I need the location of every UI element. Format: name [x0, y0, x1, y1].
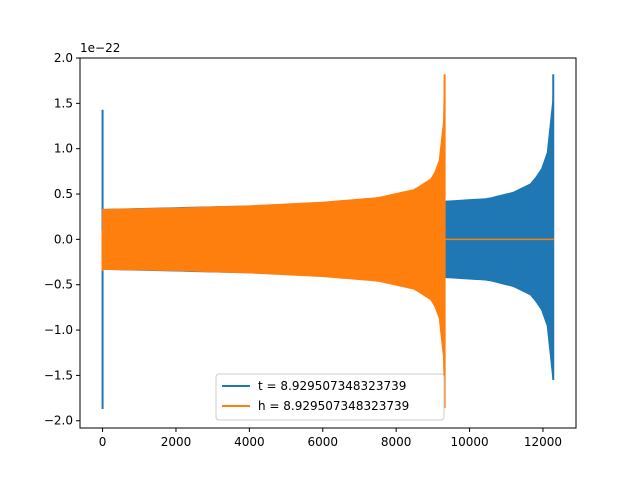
- legend-label-h: h = 8.929507348323739: [258, 399, 409, 413]
- y-tick-label: −2.0: [44, 414, 73, 428]
- y-offset-label: 1e−22: [80, 41, 120, 55]
- y-axis: −2.0 −1.5 −1.0 −0.5 0.0 0.5 1.0 1.5 2.0: [44, 51, 80, 428]
- y-tick-label: 2.0: [54, 51, 73, 65]
- y-tick-label: −1.5: [44, 368, 73, 382]
- series-h: [101, 74, 554, 409]
- y-tick-label: 0.5: [54, 187, 73, 201]
- plot-area: [101, 74, 555, 409]
- legend-box: [215, 373, 445, 421]
- x-tick-label: 10000: [450, 435, 488, 449]
- y-tick-label: 1.0: [54, 142, 73, 156]
- x-tick-label: 4000: [234, 435, 265, 449]
- series-oscillation-band: [102, 74, 446, 409]
- legend: t = 8.929507348323739 h = 8.929507348323…: [215, 373, 445, 421]
- axes-frame: [79, 57, 577, 429]
- x-tick-label: 6000: [307, 435, 338, 449]
- y-tick-label: 0.0: [54, 232, 73, 246]
- x-axis: 0 2000 4000 6000 8000 10000 12000: [99, 428, 562, 449]
- legend-label-t: t = 8.929507348323739: [258, 379, 406, 393]
- x-tick-label: 12000: [524, 435, 562, 449]
- y-tick-label: −1.0: [44, 323, 73, 337]
- x-tick-label: 0: [99, 435, 107, 449]
- x-tick-label: 2000: [161, 435, 192, 449]
- y-tick-label: 1.5: [54, 96, 73, 110]
- x-tick-label: 8000: [381, 435, 412, 449]
- y-tick-label: −0.5: [44, 278, 73, 292]
